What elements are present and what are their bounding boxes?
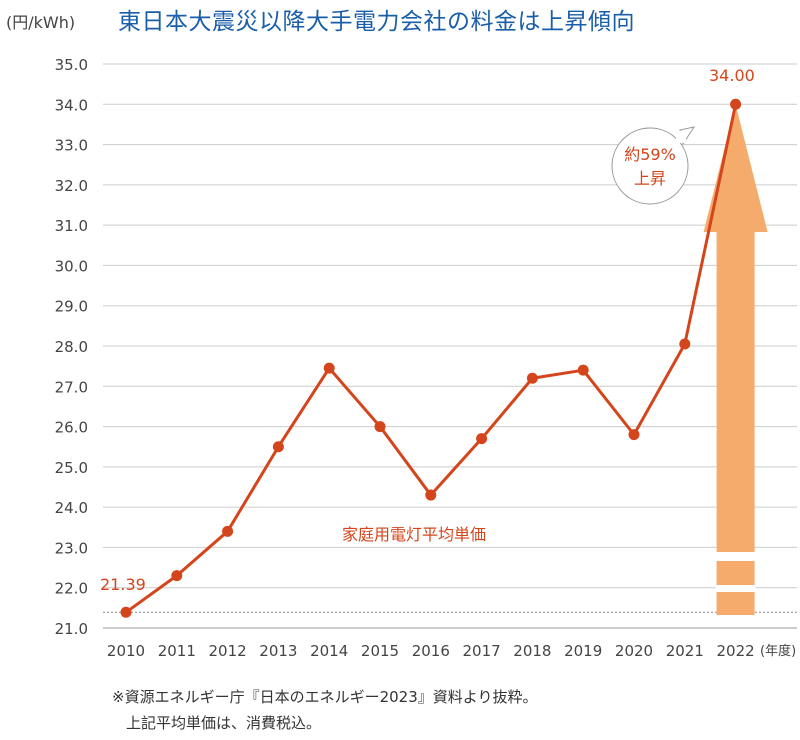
y-tick-label: 28.0: [55, 338, 88, 356]
data-point: [323, 362, 335, 374]
x-tick-label: 2015: [361, 642, 399, 660]
y-tick-label: 33.0: [55, 137, 88, 155]
x-tick-label: 2013: [259, 642, 297, 660]
y-tick-label: 30.0: [55, 257, 88, 275]
series-name-label: 家庭用電灯平均単価: [342, 525, 486, 544]
data-point: [222, 525, 234, 537]
x-tick-label: 2012: [209, 642, 247, 660]
y-tick-label: 35.0: [55, 56, 88, 74]
y-tick-label: 32.0: [55, 177, 88, 195]
data-point: [171, 570, 183, 582]
bubble-tail-mask: [676, 131, 686, 143]
x-tick-label: 2017: [463, 642, 501, 660]
data-point: [526, 372, 538, 384]
line-chart: 21.0 22.0 23.0 24.0 25.0 26.0 27.0 28.0 29.0 30.0…: [55, 56, 797, 660]
annotation-bubble: [611, 127, 689, 205]
source-note: ※資源エネルギー庁『日本のエネルギー2023』資料より抜粋。: [112, 688, 538, 706]
increase-arrow: [703, 104, 768, 616]
x-tick-label: 2014: [310, 642, 348, 660]
chart-title: 東日本大震災以降大手電力会社の料金は上昇傾向: [118, 9, 635, 35]
y-tick-label: 24.0: [55, 499, 88, 517]
x-tick-label: 2011: [158, 642, 196, 660]
arrow-body: [703, 104, 768, 616]
y-tick-label: 23.0: [55, 539, 88, 557]
tax-note: 上記平均単価は、消費税込。: [126, 714, 322, 732]
data-point: [577, 364, 589, 376]
y-tick-label: 31.0: [55, 217, 88, 235]
data-point: [425, 489, 437, 501]
end-value-label: 34.00: [709, 66, 755, 85]
x-tick-label: 2022: [717, 642, 755, 660]
x-tick-label: 2010: [107, 642, 145, 660]
data-point: [374, 421, 386, 433]
y-axis-unit: (円/kWh): [6, 13, 76, 32]
data-point: [120, 606, 132, 618]
y-tick-label: 25.0: [55, 459, 88, 477]
source-notes: ※資源エネルギー庁『日本のエネルギー2023』資料より抜粋。 上記平均単価は、消…: [112, 684, 537, 736]
x-axis-unit: (年度): [760, 643, 796, 659]
annotation-percent: 約59%: [624, 145, 676, 164]
annotation-text: 上昇: [634, 169, 666, 188]
arrow-break: [715, 552, 756, 561]
arrow-break: [715, 585, 756, 592]
x-tick-label: 2021: [666, 642, 704, 660]
y-tick-label: 22.0: [55, 580, 88, 598]
y-tick-label: 21.0: [55, 620, 88, 638]
labels: 21.39 34.00 家庭用電灯平均単価 約59% 上昇: [100, 66, 755, 594]
y-tick-label: 27.0: [55, 378, 88, 396]
x-tick-label: 2018: [513, 642, 551, 660]
y-tick-label: 29.0: [55, 298, 88, 316]
data-point: [679, 338, 691, 350]
start-value-label: 21.39: [100, 575, 146, 594]
x-tick-label: 2016: [412, 642, 450, 660]
data-point: [476, 433, 488, 445]
data-point: [628, 429, 640, 441]
series-line: [120, 98, 742, 618]
y-tick-label: 26.0: [55, 419, 88, 437]
grid: 21.0 22.0 23.0 24.0 25.0 26.0 27.0 28.0 29.0 30.0…: [55, 56, 797, 660]
data-point: [272, 441, 284, 453]
x-tick-label: 2020: [615, 642, 653, 660]
data-point: [730, 98, 742, 110]
x-tick-label: 2019: [564, 642, 602, 660]
y-tick-label: 34.0: [55, 96, 88, 114]
